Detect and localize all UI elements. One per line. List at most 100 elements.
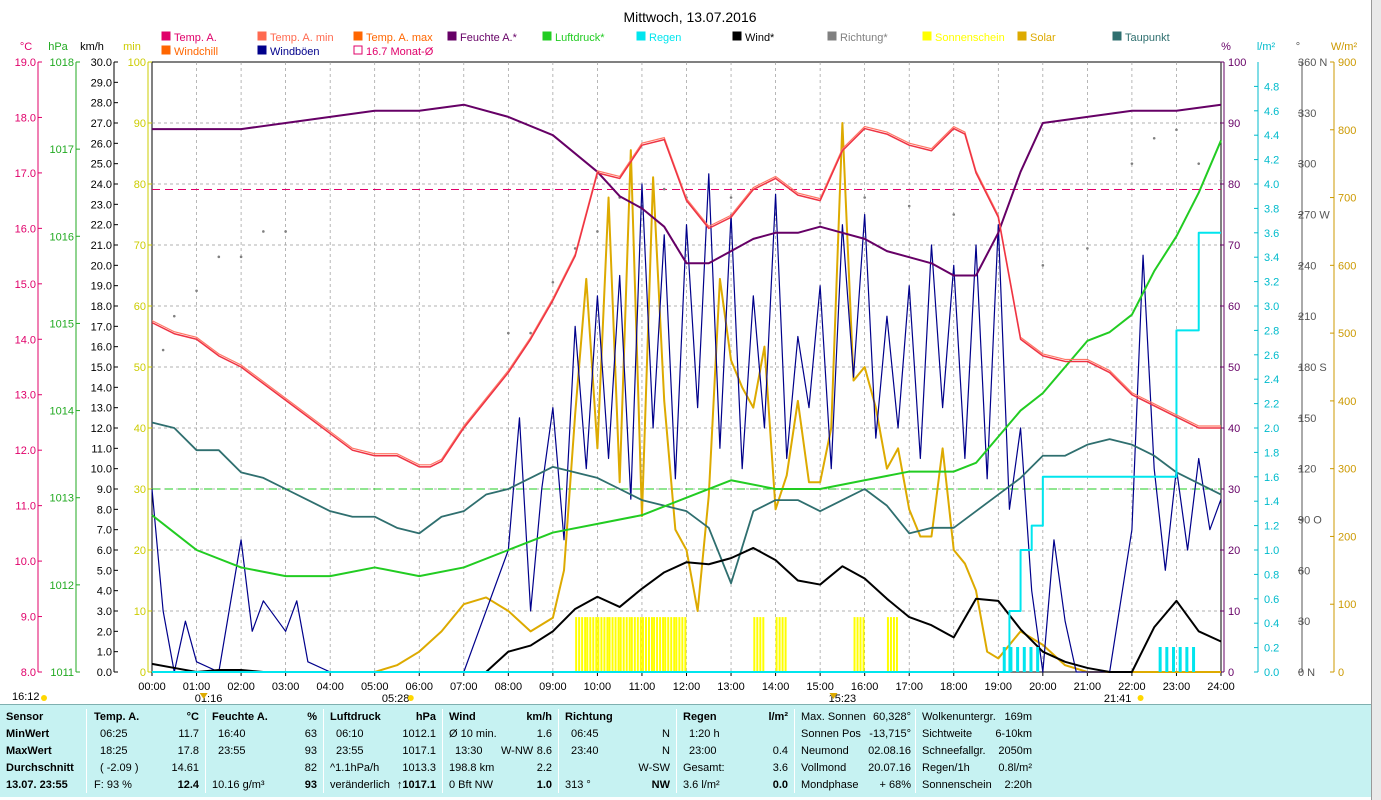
- misc-value: 2:20h: [1004, 779, 1032, 791]
- tick-label-deg: 240: [1298, 260, 1316, 272]
- direction-point: [729, 196, 733, 199]
- tick-label-hpa: 1011: [50, 667, 74, 679]
- legend-swatch: [922, 31, 932, 41]
- wind-avg-value: 2.2: [536, 762, 552, 774]
- sun-marker: [41, 695, 47, 701]
- rain-interval-bar: [1192, 647, 1196, 672]
- sunshine-bar: [603, 617, 606, 672]
- row-label-max: MaxWert: [6, 745, 52, 757]
- press-max-time: 23:55: [336, 745, 364, 757]
- tick-label-min: 10: [134, 606, 146, 618]
- tick-label-lm2: 2.6: [1264, 350, 1279, 362]
- astro-value: 02.08.16: [868, 745, 911, 757]
- sunset-marker: [1137, 695, 1144, 701]
- sunshine-bar: [636, 617, 639, 672]
- tick-label-kmh: 21.0: [91, 240, 112, 252]
- legend-label: Taupunkt: [1125, 32, 1170, 44]
- axis-unit-wm2: W/m²: [1331, 41, 1358, 53]
- tick-label-lm2: 2.4: [1264, 374, 1279, 386]
- legend-swatch: [353, 45, 363, 55]
- direction-point: [1219, 179, 1223, 182]
- legend-swatch: [1112, 31, 1122, 41]
- tick-label-min: 40: [134, 423, 146, 435]
- row-label-column: Sensor MinWert MaxWert Durchschnitt 13.0…: [6, 709, 87, 793]
- legend-label: Temp. A.: [174, 32, 217, 44]
- tick-label-wm2: 900: [1338, 57, 1356, 69]
- tick-label-celsius: 9.0: [21, 612, 36, 624]
- wind-max-value: 8.6: [536, 745, 552, 757]
- tick-label-min: 80: [134, 179, 146, 191]
- x-tick-label: 11:00: [629, 681, 656, 693]
- tick-label-lm2: 3.6: [1264, 228, 1279, 240]
- rain-max-value: 0.4: [772, 745, 788, 757]
- series-pressure: [151, 140, 1222, 578]
- axis-unit-kmh: km/h: [80, 41, 104, 53]
- sunshine-bar: [759, 617, 762, 672]
- pressure-column: Luftdruck hPa 06:10 1012.1 23:55 1017.1 ^1.…: [326, 709, 443, 793]
- rain-interval-bar: [1022, 647, 1026, 672]
- dir-current-deg: 313 °: [565, 779, 591, 791]
- tick-label-kmh: 28.0: [91, 98, 112, 110]
- direction-point: [507, 331, 510, 335]
- tick-label-kmh: 26.0: [91, 138, 112, 150]
- legend-label: Windböen: [270, 46, 320, 58]
- rain-unit: l/m²: [768, 711, 788, 723]
- marker-time: 15:23: [829, 693, 857, 704]
- hum-avg-value: 82: [304, 762, 317, 774]
- hum-min-time: 16:40: [218, 728, 246, 740]
- x-tick-label: 16:00: [851, 681, 879, 693]
- tick-label-lm2: 0.2: [1264, 643, 1279, 655]
- rain-interval-bar: [1158, 647, 1162, 672]
- dir-current-value: NW: [651, 779, 670, 791]
- tick-label-wm2: 700: [1338, 193, 1356, 205]
- direction-point: [529, 331, 532, 335]
- sunshine-bar: [647, 617, 650, 672]
- tick-label-kmh: 22.0: [91, 220, 112, 232]
- legend-label: Luftdruck*: [555, 32, 605, 44]
- tick-label-kmh: 17.0: [91, 321, 112, 333]
- x-tick-label: 00:00: [138, 681, 166, 693]
- sunshine-bar: [628, 617, 631, 672]
- astro-label: Sonnen Pos: [801, 728, 861, 740]
- tick-label-lm2: 1.0: [1264, 545, 1279, 557]
- tick-label-deg: 120: [1298, 464, 1316, 476]
- hum-unit: %: [307, 711, 317, 723]
- tick-label-wm2: 100: [1338, 599, 1356, 611]
- tick-label-wm2: 300: [1338, 464, 1356, 476]
- x-tick-label: 23:00: [1163, 681, 1191, 693]
- tick-label-deg: 90 O: [1298, 515, 1322, 527]
- temp-min-time: 06:25: [100, 728, 128, 740]
- wind-avg-label: Ø 10 min.: [449, 728, 497, 740]
- tick-label-celsius: 16.0: [15, 223, 36, 235]
- direction-point: [1175, 128, 1178, 132]
- dir-max-value: N: [662, 745, 670, 757]
- tick-label-kmh: 9.0: [97, 484, 112, 496]
- misc-value: 2050m: [998, 745, 1032, 757]
- legend-swatch: [447, 31, 457, 41]
- humidity-column: Feuchte A.% 16:40 63 23:55 93 82 10.16 g/m…: [208, 709, 324, 793]
- tick-label-lm2: 4.8: [1264, 81, 1279, 93]
- tick-label-deg: 210: [1298, 311, 1316, 323]
- row-label-avg: Durchschnitt: [6, 762, 74, 774]
- press-min-value: 1012.1: [402, 728, 436, 740]
- dir-head: Richtung: [565, 711, 613, 723]
- tick-label-lm2: 4.4: [1264, 130, 1279, 142]
- astro-value: + 68%: [879, 779, 912, 791]
- sunshine-bar: [639, 617, 642, 672]
- misc-value: 0.8l/m²: [998, 762, 1032, 774]
- astro-label: Max. Sonnen: [801, 711, 866, 723]
- rain-interval-bar: [1165, 647, 1169, 672]
- legend-label: Sonnenschein: [935, 32, 1005, 44]
- sunshine-bar: [578, 617, 581, 672]
- sunshine-bar: [859, 617, 862, 672]
- press-avg-value: 1013.3: [402, 762, 436, 774]
- series-temperature: [151, 127, 1221, 468]
- sunshine-bar: [678, 617, 681, 672]
- sunshine-bar: [575, 617, 578, 672]
- legend-swatch: [353, 31, 363, 41]
- rain-max-time: 23:00: [689, 745, 717, 757]
- x-tick-label: 15:00: [806, 681, 834, 693]
- x-tick-label: 22:00: [1118, 681, 1146, 693]
- wind-beaufort: 0 Bft NW: [449, 779, 494, 791]
- tick-label-hpa: 1016: [50, 231, 74, 243]
